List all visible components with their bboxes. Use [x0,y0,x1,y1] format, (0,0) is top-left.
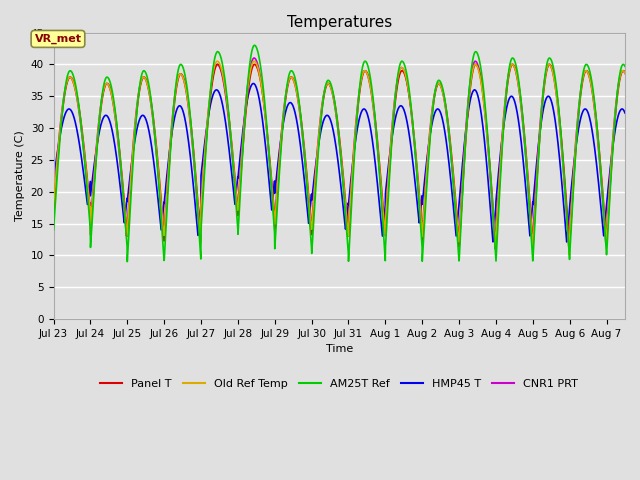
Text: VR_met: VR_met [35,34,81,44]
Title: Temperatures: Temperatures [287,15,392,30]
X-axis label: Time: Time [326,344,353,354]
Y-axis label: Temperature (C): Temperature (C) [15,131,25,221]
Legend: Panel T, Old Ref Temp, AM25T Ref, HMP45 T, CNR1 PRT: Panel T, Old Ref Temp, AM25T Ref, HMP45 … [96,375,582,394]
